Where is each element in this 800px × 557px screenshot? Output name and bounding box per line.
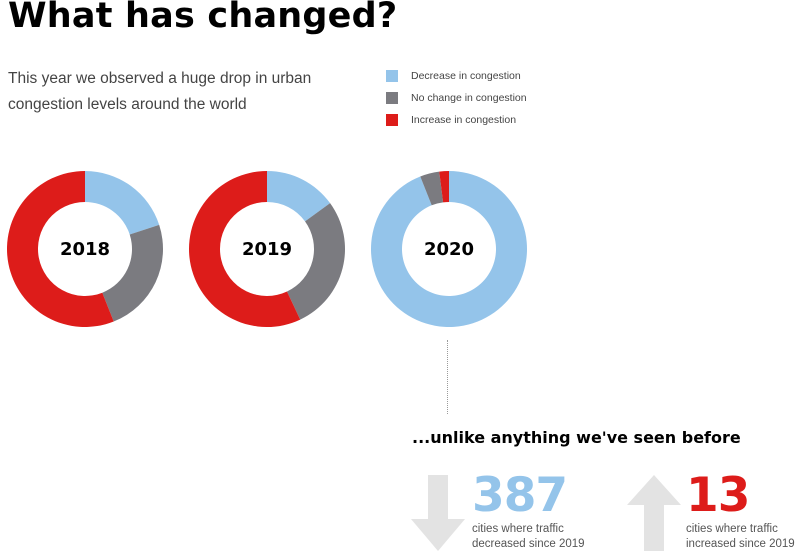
- donut-2020-label: 2020: [424, 239, 474, 260]
- legend-item-decrease: Decrease in congestion: [386, 65, 527, 87]
- donut-2019-slice-increase: [189, 171, 301, 327]
- donut-charts: 2018 2019 2020: [7, 171, 527, 327]
- legend-label-increase: Increase in congestion: [411, 114, 517, 126]
- donut-2019-label: 2019: [242, 239, 292, 260]
- decreased-count: 387: [472, 468, 568, 523]
- headline: ...unlike anything we've seen before: [412, 428, 741, 447]
- page-title: What has changed?: [8, 0, 398, 36]
- donut-2018-slice-decrease: [85, 171, 160, 235]
- donut-2019-slice-no-change: [287, 203, 345, 320]
- donut-2020-slice-increase: [439, 171, 449, 203]
- increased-description: cities where traffic increased since 201…: [686, 523, 795, 550]
- donut-2018-slice-no-change: [102, 224, 163, 322]
- increased-count: 13: [686, 468, 750, 523]
- legend-label-decrease: Decrease in congestion: [411, 70, 521, 82]
- page-subtitle: This year we observed a huge drop in urb…: [8, 70, 312, 113]
- donut-2018-label: 2018: [60, 239, 110, 260]
- legend-item-increase: Increase in congestion: [386, 109, 527, 131]
- donut-2020-slice-no-change: [420, 171, 444, 206]
- donut-2019-slice-decrease: [267, 171, 331, 222]
- down-arrow-icon: [411, 475, 465, 551]
- donut-2018-slice-increase: [7, 171, 114, 327]
- up-arrow-icon: [627, 475, 681, 551]
- divider-line: [447, 340, 448, 414]
- legend-swatch-no-change: [386, 92, 398, 104]
- legend-label-no-change: No change in congestion: [411, 92, 527, 104]
- donut-2020-slice-decrease: [371, 171, 527, 327]
- decreased-description: cities where traffic decreased since 201…: [472, 523, 585, 550]
- legend-swatch-increase: [386, 114, 398, 126]
- legend-swatch-decrease: [386, 70, 398, 82]
- legend-item-no-change: No change in congestion: [386, 87, 527, 109]
- chart-legend: Decrease in congestion No change in cong…: [386, 65, 527, 131]
